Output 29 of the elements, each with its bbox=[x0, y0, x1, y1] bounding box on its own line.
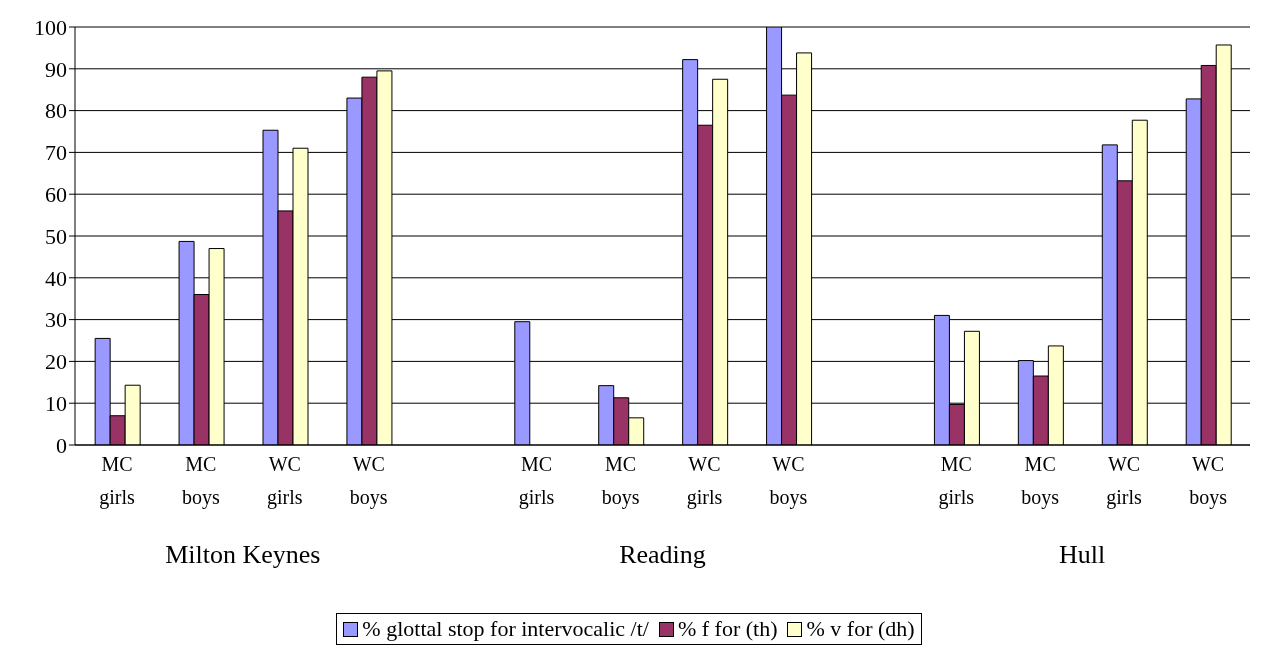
legend-label: % v for (dh) bbox=[805, 616, 915, 642]
text: Hull bbox=[1059, 540, 1106, 569]
y-tick-label: 100 bbox=[34, 14, 67, 40]
x-tick-label: MC girls bbox=[938, 453, 975, 509]
y-tick-label: 0 bbox=[56, 432, 67, 458]
y-tick-label: 50 bbox=[45, 223, 67, 249]
legend-label: % glottal stop for intervocalic /t/ bbox=[361, 616, 649, 642]
x-tick-label: MC boys bbox=[601, 453, 640, 509]
x-tick-label: MC girls bbox=[99, 453, 135, 509]
x-tick-label: MC boys bbox=[181, 453, 220, 509]
text: Reading bbox=[619, 540, 706, 569]
x-tick-label: MC boys bbox=[1021, 453, 1060, 509]
x-tick-label: MC girls bbox=[518, 453, 555, 509]
legend-label: % f for (th) bbox=[676, 616, 778, 642]
x-tick-label: WC girls bbox=[1106, 453, 1143, 509]
y-tick-label: 90 bbox=[45, 56, 67, 82]
text: Milton Keynes bbox=[165, 540, 321, 569]
y-tick-label: 70 bbox=[45, 140, 67, 166]
x-tick-label: WC boys bbox=[769, 453, 808, 509]
x-tick-label: WC girls bbox=[267, 453, 303, 509]
y-tick-label: 80 bbox=[45, 98, 67, 124]
y-tick-label: 30 bbox=[45, 307, 67, 333]
y-tick-label: 10 bbox=[45, 391, 67, 417]
y-tick-label: 60 bbox=[45, 182, 67, 208]
x-tick-label: WC girls bbox=[686, 453, 723, 509]
y-tick-label: 40 bbox=[45, 265, 67, 291]
x-tick-label: WC boys bbox=[349, 453, 388, 509]
x-tick-label: WC boys bbox=[1189, 453, 1228, 509]
y-tick-label: 20 bbox=[45, 349, 67, 375]
